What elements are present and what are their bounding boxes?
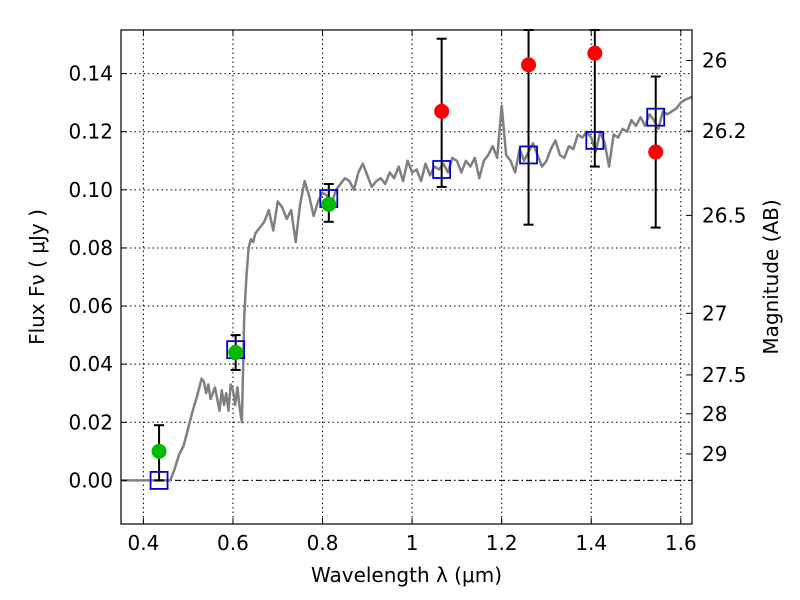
y-tick-label: 0.00 xyxy=(68,468,113,492)
x-tick-label: 1 xyxy=(406,531,419,555)
right-tick-label: 28 xyxy=(702,402,727,426)
right-tick-label: 26.2 xyxy=(702,119,747,143)
red-point xyxy=(648,144,664,160)
right-tick-label: 29 xyxy=(702,442,727,466)
red-point xyxy=(587,45,603,61)
green-point xyxy=(321,196,337,212)
model-square-point xyxy=(149,471,169,490)
model-square-point xyxy=(646,107,666,127)
right-tick-label: 26 xyxy=(702,49,727,73)
y-axis-ticks: 0.00 0.02 0.04 0.06 0.08 0.10 0.12 0.14 xyxy=(68,62,127,492)
x-axis-ticks: 0.4 0.6 0.8 1 1.2 1.4 1.6 xyxy=(127,30,697,555)
y-tick-label: 0.12 xyxy=(68,120,113,144)
model-square-point xyxy=(585,131,605,150)
right-tick-label: 27.5 xyxy=(702,363,747,387)
red-measurements xyxy=(434,45,664,160)
red-point xyxy=(521,57,537,73)
x-tick-label: 1.6 xyxy=(665,531,697,555)
x-axis-label: Wavelength λ (μm) xyxy=(311,563,502,587)
x-tick-label: 0.6 xyxy=(217,531,249,555)
y-tick-label: 0.02 xyxy=(68,410,113,434)
right-axis-label: Magnitude (AB) xyxy=(759,199,783,354)
green-detections xyxy=(151,196,337,459)
x-tick-label: 1.2 xyxy=(486,531,518,555)
red-point xyxy=(434,103,450,119)
plot-frame xyxy=(120,29,693,525)
green-point xyxy=(151,443,167,459)
right-tick-label: 26.5 xyxy=(702,203,747,227)
x-tick-label: 1.4 xyxy=(575,531,607,555)
model-square-point xyxy=(432,160,452,179)
y-tick-label: 0.06 xyxy=(68,294,113,318)
green-point xyxy=(228,345,244,361)
y-tick-label: 0.04 xyxy=(68,352,113,376)
right-axis-ticks: 26 26.2 26.5 27 27.5 28 29 xyxy=(686,49,747,466)
right-tick-label: 27 xyxy=(702,301,727,325)
y-tick-label: 0.14 xyxy=(68,62,113,86)
x-tick-label: 0.4 xyxy=(127,531,159,555)
y-tick-label: 0.08 xyxy=(68,236,113,260)
x-tick-label: 0.8 xyxy=(307,531,339,555)
y-axis-label: Flux Fν ( μJy ) xyxy=(25,209,49,345)
model-square-point xyxy=(519,145,538,165)
y-tick-label: 0.10 xyxy=(68,178,113,202)
